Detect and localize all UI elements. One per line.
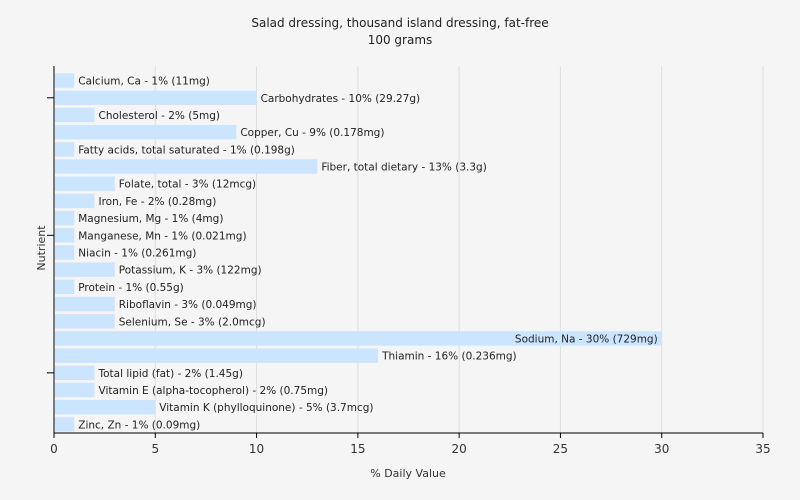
- bar-label: Thiamin - 16% (0.236mg): [381, 351, 517, 363]
- x-tick-label: 10: [249, 442, 264, 456]
- grid: [154, 66, 764, 433]
- bar-label: Zinc, Zn - 1% (0.09mg): [78, 419, 200, 431]
- chart-subtitle: 100 grams: [367, 33, 433, 47]
- bar: [55, 399, 156, 415]
- bar-label: Carbohydrates - 10% (29.27g): [261, 93, 421, 105]
- y-axis-title: Nutrient: [35, 225, 48, 271]
- bar: [55, 331, 662, 346]
- axes: 0 5 10 15 20 25 30 35: [47, 66, 771, 456]
- bar: [55, 107, 95, 123]
- x-tick-label: 5: [151, 442, 159, 456]
- bar: [55, 90, 257, 106]
- bar: [55, 417, 75, 432]
- bar: [55, 142, 75, 157]
- x-tick-label: 30: [654, 442, 669, 456]
- bar-label: Cholesterol - 2% (5mg): [99, 110, 221, 122]
- bar-label: Calcium, Ca - 1% (11mg): [78, 76, 210, 88]
- x-tick-label: 35: [755, 442, 770, 456]
- bar: [55, 296, 115, 312]
- bar: [55, 279, 75, 295]
- x-axis-title: % Daily Value: [370, 467, 446, 480]
- bar-label: Protein - 1% (0.55g): [78, 282, 184, 294]
- bar-label: Folate, total - 3% (12mcg): [119, 179, 256, 191]
- bar: [55, 348, 379, 363]
- bar-label: Vitamin E (alpha-tocopherol) - 2% (0.75m…: [99, 385, 329, 397]
- x-tick-label: 20: [452, 442, 467, 456]
- bar-label: Vitamin K (phylloquinone) - 5% (3.7mcg): [159, 402, 373, 414]
- bar-label: Copper, Cu - 9% (0.178mg): [240, 127, 384, 139]
- bar: [55, 245, 75, 260]
- bar-label: Total lipid (fat) - 2% (1.45g): [98, 368, 243, 380]
- x-tick-label: 25: [553, 442, 568, 456]
- bars: Calcium, Ca - 1% (11mg) Carbohydrates - 1…: [55, 73, 662, 432]
- bar: [55, 124, 237, 140]
- bar-label: Magnesium, Mg - 1% (4mg): [78, 213, 223, 225]
- bar-label: Niacin - 1% (0.261mg): [78, 248, 196, 260]
- bar-label: Manganese, Mn - 1% (0.021mg): [78, 230, 246, 242]
- bar: [55, 73, 75, 88]
- bar: [55, 314, 115, 329]
- bar: [55, 262, 115, 277]
- bar-label: Iron, Fe - 2% (0.28mg): [99, 196, 217, 208]
- x-tick-label: 15: [350, 442, 365, 456]
- bar-label: Fatty acids, total saturated - 1% (0.198…: [78, 144, 295, 156]
- bar-label: Selenium, Se - 3% (2.0mcg): [119, 316, 266, 328]
- bar-label: Riboflavin - 3% (0.049mg): [119, 299, 257, 311]
- bar-label: Fiber, total dietary - 13% (3.3g): [321, 162, 486, 174]
- chart-title: Salad dressing, thousand island dressing…: [251, 16, 549, 30]
- bar-label: Potassium, K - 3% (122mg): [119, 265, 262, 277]
- bar: [55, 193, 95, 209]
- bar: [55, 210, 75, 226]
- bar-label: Sodium, Na - 30% (729mg): [515, 333, 658, 345]
- bar: [55, 228, 75, 243]
- bar: [55, 176, 115, 191]
- bar: [55, 159, 318, 174]
- bar: [55, 382, 95, 398]
- x-tick-label: 0: [50, 442, 58, 456]
- bar: [55, 365, 95, 381]
